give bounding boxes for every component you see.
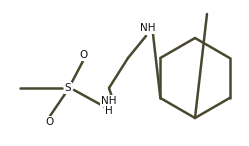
Text: O: O <box>79 50 87 60</box>
Text: NH: NH <box>101 96 117 106</box>
Text: NH: NH <box>140 23 156 33</box>
Text: S: S <box>65 83 71 93</box>
Text: H: H <box>105 106 113 116</box>
Text: O: O <box>46 117 54 127</box>
